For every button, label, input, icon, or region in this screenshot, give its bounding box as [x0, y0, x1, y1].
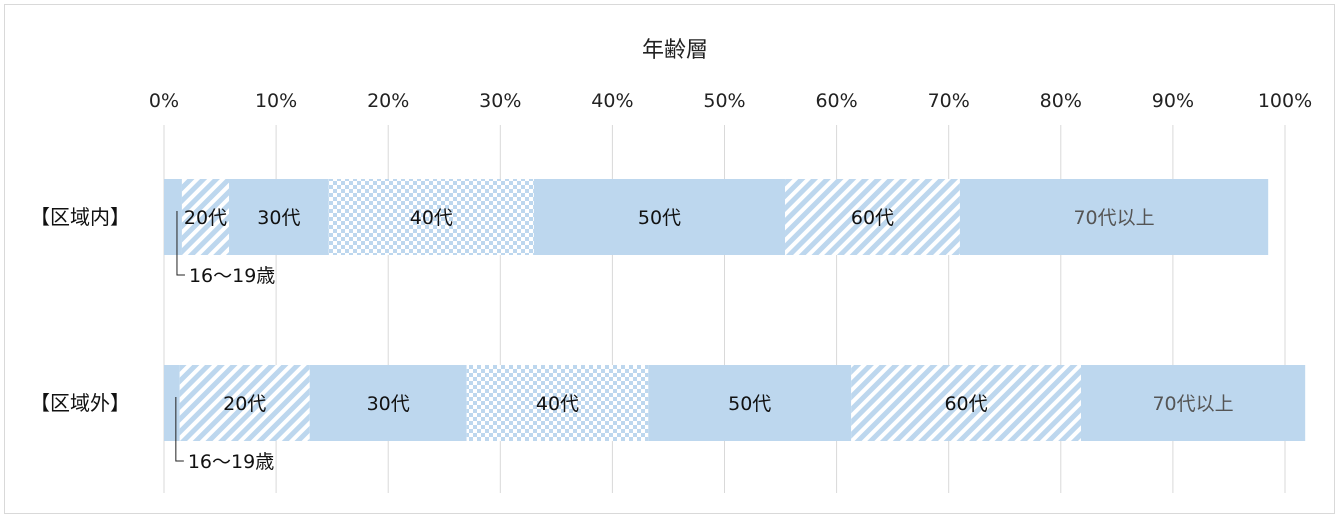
x-tick-label: 30%	[479, 90, 521, 112]
category-label: 【区域内】	[30, 205, 130, 229]
data-label: 70代以上	[1152, 393, 1233, 415]
data-label: 30代	[257, 207, 300, 229]
x-tick-label: 50%	[703, 90, 745, 112]
callout-leader	[175, 397, 184, 462]
category-label: 【区域外】	[30, 391, 130, 415]
data-label: 60代	[944, 393, 987, 415]
data-label: 50代	[728, 393, 771, 415]
bar-segment	[229, 179, 329, 255]
x-tick-label: 10%	[255, 90, 297, 112]
age-distribution-chart: 年齢層 0% 10% 20% 30% 40% 50% 60% 70% 80% 90% 100% 20…	[30, 38, 1312, 493]
x-axis-ticks: 0% 10% 20% 30% 40% 50% 60% 70% 80% 90% 100%	[149, 90, 1312, 112]
data-label: 60代	[851, 207, 894, 229]
x-tick-label: 60%	[815, 90, 857, 112]
bar-segment	[466, 365, 649, 441]
callout-leader	[176, 211, 185, 276]
chart-title: 年齢層	[642, 38, 708, 63]
bar-segment	[533, 179, 786, 255]
chart-frame: 年齢層 0% 10% 20% 30% 40% 50% 60% 70% 80% 90% 100% 20…	[4, 4, 1335, 514]
data-label: 30代	[367, 393, 410, 415]
bar-segment	[309, 365, 467, 441]
x-tick-label: 90%	[1152, 90, 1194, 112]
callouts: 16〜19歳 16〜19歳	[175, 211, 275, 473]
category-labels: 【区域内】【区域外】	[30, 205, 130, 415]
callout-label: 16〜19歳	[189, 265, 275, 287]
x-tick-label: 20%	[367, 90, 409, 112]
callout-label: 16〜19歳	[188, 451, 274, 473]
bar-segment	[181, 179, 230, 255]
bars: 20代 30代 40代 50代 60代 70代以上 20代 30代 40代 50代 60代 70代以上	[164, 179, 1306, 441]
bar-segment	[179, 365, 310, 441]
x-tick-label: 40%	[591, 90, 633, 112]
data-label: 50代	[638, 207, 681, 229]
data-label: 20代	[184, 207, 227, 229]
data-label: 20代	[223, 393, 266, 415]
x-tick-label: 0%	[149, 90, 179, 112]
data-label: 70代以上	[1073, 207, 1154, 229]
x-tick-label: 80%	[1040, 90, 1082, 112]
bar-segment	[1080, 365, 1306, 441]
bar-segment	[959, 179, 1269, 255]
bar-segment	[785, 179, 960, 255]
bar-segment	[164, 179, 182, 255]
bar-segment	[328, 179, 534, 255]
data-label: 40代	[410, 207, 453, 229]
bar-segment	[851, 365, 1081, 441]
x-tick-label: 70%	[928, 90, 970, 112]
bar-segment	[164, 365, 180, 441]
bar-segment	[648, 365, 852, 441]
data-label: 40代	[536, 393, 579, 415]
x-tick-label: 100%	[1258, 90, 1312, 112]
